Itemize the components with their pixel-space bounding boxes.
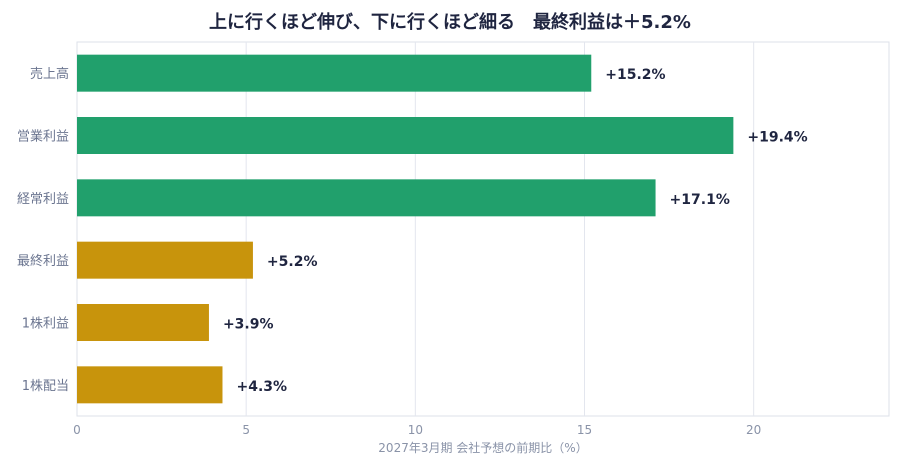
bar (77, 366, 223, 404)
bar (77, 241, 253, 279)
category-label: 1株利益 (22, 317, 69, 332)
data-label: +19.4% (747, 130, 807, 146)
category-label: 営業利益 (17, 129, 69, 145)
category-label: 経常利益 (17, 192, 69, 207)
category-label: 1株配当 (22, 379, 69, 394)
bar (77, 304, 209, 341)
data-label: +3.9% (223, 317, 274, 333)
category-label: 最終利益 (17, 253, 69, 269)
x-axis-title: 2027年3月期 会社予想の前期比（%） (378, 440, 587, 455)
data-label: +4.3% (236, 379, 287, 395)
data-label: +15.2% (605, 67, 665, 83)
bar (77, 179, 656, 217)
plot-frame (76, 41, 890, 417)
x-tick-label: 15 (577, 423, 592, 437)
data-label: +17.1% (670, 192, 730, 208)
bar (77, 54, 592, 92)
bar (77, 117, 734, 154)
category-label: 売上高 (30, 66, 69, 82)
x-tick-label: 0 (73, 423, 81, 437)
chart-title: 上に行くほど伸び、下に行くほど細る 最終利益は＋5.2% (209, 12, 691, 33)
x-tick-label: 20 (746, 423, 761, 437)
x-tick-label: 10 (408, 423, 423, 437)
x-tick-label: 5 (242, 423, 250, 437)
data-label: +5.2% (267, 254, 318, 270)
